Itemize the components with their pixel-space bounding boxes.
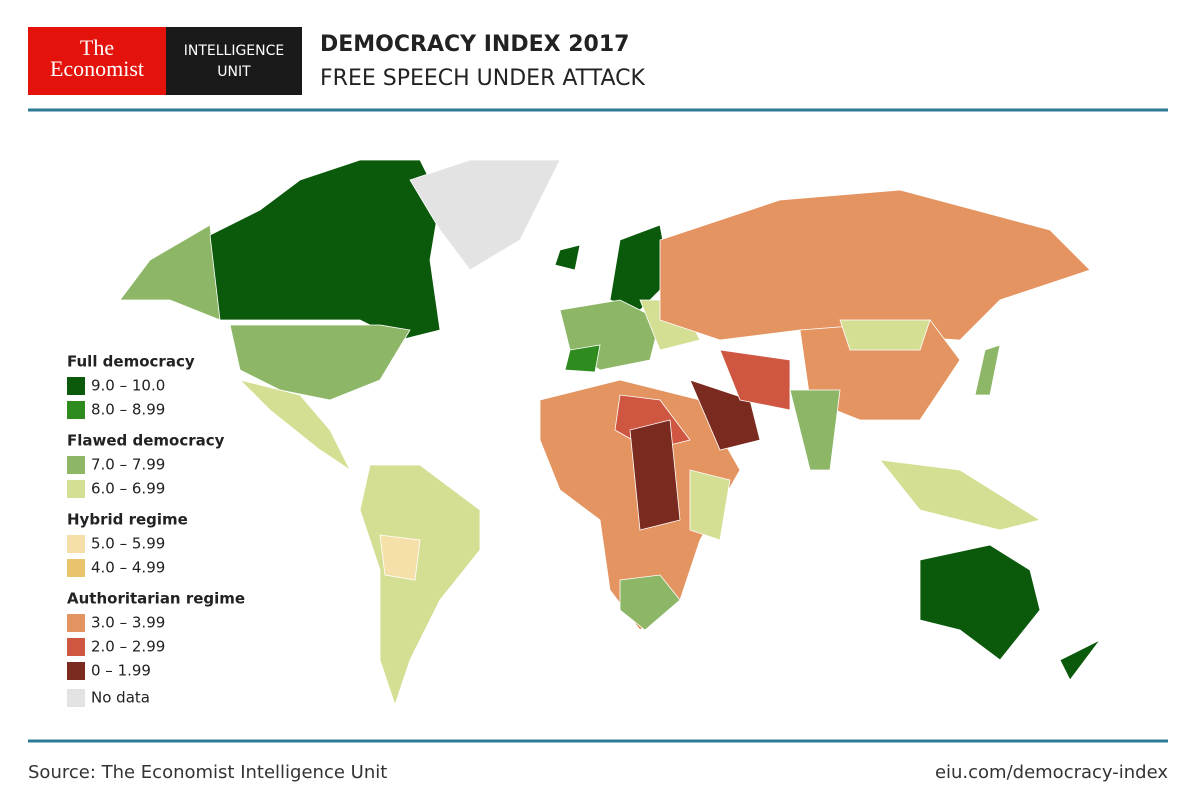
country <box>974 344 1001 396</box>
country <box>409 159 561 271</box>
country <box>689 469 731 541</box>
subtitle: FREE SPEECH UNDER ATTACK <box>320 66 645 91</box>
legend-label: 7.0 – 7.99 <box>91 456 165 474</box>
legend-group: Authoritarian regime <box>67 590 245 608</box>
country <box>229 324 411 401</box>
legend-group: Flawed democracy <box>67 432 225 450</box>
country <box>119 224 221 321</box>
logo-box <box>28 27 166 95</box>
unit-text: INTELLIGENCE <box>184 43 285 59</box>
legend-label: 5.0 – 5.99 <box>91 535 165 553</box>
legend-swatch <box>67 401 85 419</box>
unit-box <box>166 27 302 95</box>
country <box>619 574 681 631</box>
country <box>209 159 441 341</box>
legend: Full democracy 9.0 – 10.0 8.0 – 8.99 Flawed… <box>67 353 245 707</box>
source: Source: The Economist Intelligence Unit <box>28 762 387 783</box>
legend-swatch <box>67 559 85 577</box>
legend-swatch <box>67 456 85 474</box>
legend-group: Hybrid regime <box>67 511 188 529</box>
legend-label: 8.0 – 8.99 <box>91 401 165 419</box>
country <box>839 319 931 351</box>
legend-swatch <box>67 377 85 395</box>
url: eiu.com/democracy-index <box>935 762 1168 783</box>
legend-swatch <box>67 480 85 498</box>
legend-label: 2.0 – 2.99 <box>91 638 165 656</box>
legend-swatch <box>67 535 85 553</box>
legend-label: 4.0 – 4.99 <box>91 559 165 577</box>
country <box>719 349 791 411</box>
country <box>238 379 352 472</box>
legend-label: No data <box>91 689 150 707</box>
world-map <box>119 159 1101 707</box>
legend-swatch <box>67 614 85 632</box>
legend-label: 9.0 – 10.0 <box>91 377 165 395</box>
legend-swatch <box>67 689 85 707</box>
title: DEMOCRACY INDEX 2017 <box>320 32 629 57</box>
country <box>919 544 1041 661</box>
country <box>789 389 841 471</box>
country <box>629 419 681 531</box>
country <box>659 189 1091 341</box>
legend-label: 0 – 1.99 <box>91 662 151 680</box>
legend-label: 6.0 – 6.99 <box>91 480 165 498</box>
unit-text: UNIT <box>217 64 251 80</box>
country <box>359 464 481 707</box>
legend-group: Full democracy <box>67 353 195 371</box>
country <box>379 534 421 581</box>
country <box>879 459 1042 531</box>
logo-text: The <box>80 35 114 60</box>
legend-label: 3.0 – 3.99 <box>91 614 165 632</box>
country <box>1059 639 1101 681</box>
legend-swatch <box>67 638 85 656</box>
logo-text: Economist <box>50 56 144 81</box>
country <box>554 244 581 271</box>
country <box>564 344 601 373</box>
legend-swatch <box>67 662 85 680</box>
